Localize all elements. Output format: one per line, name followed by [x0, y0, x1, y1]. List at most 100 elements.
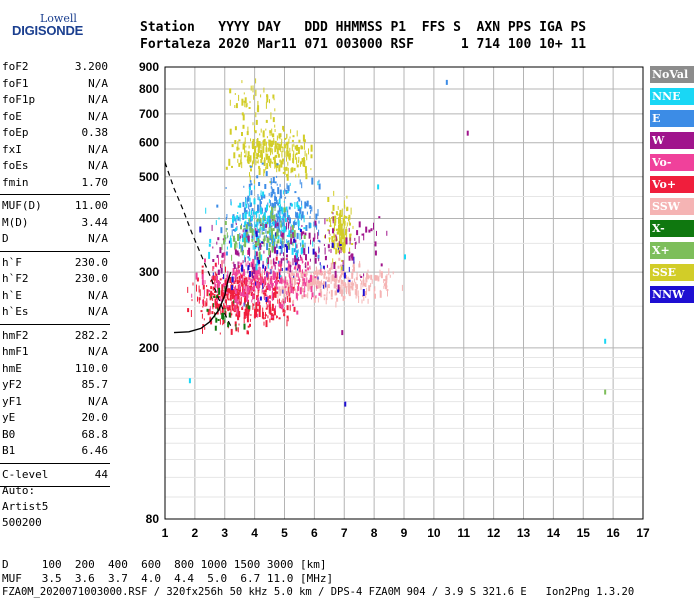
echo-point — [352, 225, 354, 229]
y-tick-label: 200 — [139, 341, 159, 355]
echo-point — [268, 243, 271, 248]
echo-point — [245, 198, 247, 206]
echo-point — [301, 294, 304, 299]
echo-point — [266, 136, 268, 139]
echo-point — [218, 257, 219, 265]
echo-point — [300, 242, 302, 247]
echo-point — [270, 112, 272, 120]
footer-distance-row: D 100 200 400 600 800 1000 1500 3000 [km… — [2, 558, 327, 571]
echo-point — [279, 252, 281, 256]
echo-point — [249, 165, 252, 168]
echo-point — [383, 283, 386, 287]
echo-point — [332, 228, 334, 234]
echo-point — [280, 215, 282, 222]
echo-point — [278, 317, 281, 320]
echo-point — [245, 103, 247, 108]
param-name: fmin — [2, 175, 29, 189]
echo-outlier — [445, 79, 448, 85]
echo-point — [302, 134, 305, 142]
param-row: yF2 85.7 — [2, 377, 108, 393]
echo-point — [244, 294, 247, 297]
echo-point — [341, 280, 344, 284]
echo-point — [281, 146, 283, 149]
echo-point — [295, 289, 297, 294]
echo-point — [276, 315, 278, 318]
echo-point — [247, 226, 249, 234]
echo-point — [278, 205, 281, 208]
echo-point — [243, 244, 245, 247]
echo-point — [294, 153, 296, 160]
echo-point — [341, 231, 343, 234]
echo-point — [248, 305, 251, 310]
echo-point — [265, 301, 267, 305]
echo-point — [293, 248, 296, 253]
echo-point — [243, 323, 246, 330]
echo-point — [294, 145, 297, 150]
echo-point — [273, 98, 275, 101]
echo-point — [255, 89, 257, 96]
param-value: 68.8 — [81, 427, 109, 441]
echo-point — [274, 241, 276, 247]
echo-point — [276, 315, 278, 319]
echo-point — [227, 298, 230, 301]
echo-point — [231, 273, 233, 276]
echo-point — [276, 272, 278, 280]
echo-point — [272, 228, 275, 231]
echo-point — [324, 275, 326, 279]
echo-point — [337, 248, 340, 253]
header-row-labels: Station YYYY DAY DDD HHMMSS P1 FFS S AXN… — [140, 20, 587, 35]
echo-point — [209, 293, 210, 296]
echo-point — [258, 263, 260, 266]
echo-point — [363, 284, 365, 286]
echo-point — [287, 291, 289, 297]
echo-point — [258, 251, 261, 255]
echo-point — [265, 166, 267, 171]
echo-point — [348, 266, 350, 272]
echo-point — [297, 249, 299, 254]
echo-point — [290, 264, 292, 272]
echo-point — [286, 291, 288, 296]
echo-point — [252, 285, 255, 290]
echo-point — [256, 220, 259, 226]
echo-point — [362, 279, 365, 285]
echo-point — [231, 165, 233, 168]
echo-point — [269, 155, 270, 160]
param-row: h`F 230.0 — [2, 255, 108, 271]
echo-point — [210, 280, 212, 283]
echo-point — [249, 187, 251, 190]
echo-point — [276, 144, 278, 150]
x-tick-label: 11 — [457, 526, 470, 540]
echo-point — [310, 239, 311, 245]
echo-point — [326, 293, 328, 301]
echo-point — [245, 229, 248, 232]
echo-point — [290, 271, 292, 278]
echo-point — [191, 293, 193, 298]
echo-point — [303, 248, 306, 256]
echo-point — [299, 207, 302, 215]
echo-point — [344, 283, 347, 288]
echo-point — [233, 264, 236, 269]
echo-point — [341, 259, 344, 262]
echo-point — [269, 231, 271, 239]
echo-point — [355, 291, 357, 299]
x-tick-label: 14 — [547, 526, 561, 540]
echo-point — [350, 207, 352, 215]
echo-point — [255, 302, 258, 310]
param-name: h`Es — [2, 305, 29, 318]
echo-point — [243, 302, 245, 307]
echo-point — [282, 237, 284, 245]
echo-point — [281, 232, 284, 240]
echo-point — [211, 224, 213, 231]
echo-point — [389, 274, 391, 278]
echo-point — [256, 259, 259, 266]
echo-point — [305, 262, 307, 269]
echo-point — [261, 207, 262, 215]
echo-point — [245, 279, 247, 285]
echo-point — [217, 237, 220, 241]
echo-point — [304, 232, 307, 236]
echo-point — [202, 284, 205, 290]
echo-point — [269, 296, 271, 299]
echo-point — [244, 144, 245, 151]
echo-point — [269, 281, 272, 285]
echo-point — [272, 94, 275, 99]
